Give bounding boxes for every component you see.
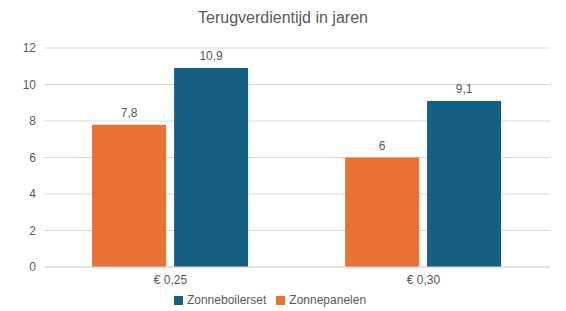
svg-text:6: 6 bbox=[29, 151, 36, 165]
svg-text:10,9: 10,9 bbox=[199, 49, 223, 63]
html-text:Terugverdientijd in jaren: Terugverdientijd in jaren bbox=[198, 9, 368, 26]
svg-text:€ 0,25: € 0,25 bbox=[154, 273, 188, 287]
svg-text:9,1: 9,1 bbox=[456, 82, 473, 96]
svg-text:6: 6 bbox=[379, 139, 386, 153]
svg-text:12: 12 bbox=[23, 41, 37, 55]
html-text:Zonnepanelen: Zonnepanelen bbox=[289, 293, 367, 307]
svg-text:10: 10 bbox=[23, 78, 37, 92]
svg-text:4: 4 bbox=[29, 187, 36, 201]
svg-text:€ 0,30: € 0,30 bbox=[407, 273, 441, 287]
svg-text:0: 0 bbox=[29, 260, 36, 274]
html-text:Zonneboilerset: Zonneboilerset bbox=[186, 293, 267, 307]
svg-text:8: 8 bbox=[29, 114, 36, 128]
svg-text:2: 2 bbox=[29, 224, 36, 238]
svg-text:7,8: 7,8 bbox=[121, 106, 138, 120]
